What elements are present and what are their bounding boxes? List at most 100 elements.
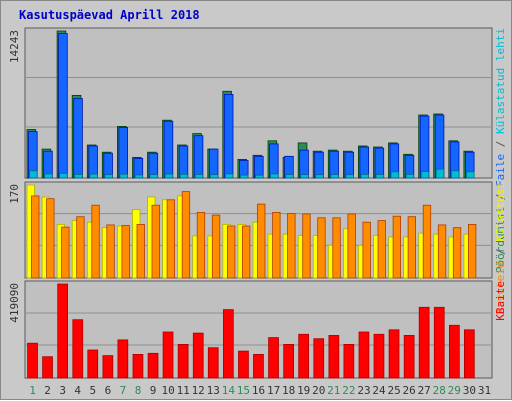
bar-top-k-lastatud-lehti-day-19 [300, 174, 309, 179]
bar-mid-arvuteid-day-9 [151, 204, 160, 279]
bar-top-k-lastatud-lehti-day-15 [239, 174, 249, 179]
bar-top-faile-day-5 [88, 145, 98, 179]
bar-top-faile-day-13 [208, 148, 219, 179]
x-tick-label-day-10: 10 [161, 384, 174, 397]
x-tick-label-day-19: 19 [297, 384, 310, 397]
bar-top-faile-day-10 [163, 120, 174, 179]
bar-top-k-lastatud-lehti-day-20 [315, 174, 324, 179]
x-tick-label-day-26: 26 [402, 384, 415, 397]
bar-top-k-lastatud-lehti-day-11 [179, 173, 189, 179]
bar-top-k-lastatud-lehti-day-4 [74, 173, 83, 179]
bar-bot-kbaite-day-25 [388, 329, 400, 379]
bar-top-faile-day-24 [374, 147, 385, 179]
bar-mid-arvuteid-day-27 [422, 204, 432, 279]
x-tick-label-day-20: 20 [312, 384, 325, 397]
side-legend-part-top-3: / [494, 134, 507, 154]
x-tick-label-day-14: 14 [222, 384, 236, 397]
bar-mid-arvuteid-day-17 [272, 211, 281, 279]
bar-bot-kbaite-day-21 [328, 334, 340, 379]
bar-bot-kbaite-day-27 [418, 306, 430, 379]
y-max-label-bot: 419090 [8, 283, 21, 323]
bar-top-k-lastatud-lehti-day-6 [104, 174, 113, 179]
bar-top-k-lastatud-lehti-day-10 [164, 173, 174, 179]
side-legend-mid: Arvuteid / Külastusi [494, 182, 507, 314]
x-tick-label-day-2: 2 [44, 384, 51, 397]
x-tick-label-day-21: 21 [327, 384, 340, 397]
x-tick-label-day-27: 27 [418, 384, 431, 397]
x-tick-label-day-28: 28 [433, 384, 446, 397]
bar-bot-kbaite-day-9 [147, 352, 159, 379]
side-legend-part-top-4: Külastatud lehti [494, 28, 507, 134]
bar-top-k-lastatud-lehti-day-27 [420, 171, 430, 179]
bar-bot-kbaite-day-15 [238, 350, 249, 379]
bar-bot-kbaite-day-16 [253, 353, 264, 379]
bar-top-k-lastatud-lehti-day-13 [209, 174, 219, 179]
bar-top-k-lastatud-lehti-day-3 [59, 172, 68, 179]
bar-mid-arvuteid-day-19 [302, 213, 311, 279]
bar-top-faile-day-20 [314, 151, 324, 179]
bar-top-faile-day-3 [58, 33, 68, 179]
bar-top-k-lastatud-lehti-day-9 [149, 174, 159, 179]
bar-mid-arvuteid-day-29 [452, 227, 462, 279]
bar-top-k-lastatud-lehti-day-5 [89, 173, 98, 179]
x-tick-label-day-30: 30 [463, 384, 476, 397]
bar-top-k-lastatud-lehti-day-12 [194, 174, 204, 179]
bar-mid-arvuteid-day-23 [362, 221, 371, 279]
side-legend-part-bot-0: KBaite [494, 281, 507, 321]
bar-bot-kbaite-day-13 [207, 347, 219, 379]
bar-mid-arvuteid-day-6 [106, 224, 115, 279]
bar-mid-arvuteid-day-14 [226, 225, 236, 279]
x-tick-label-day-24: 24 [372, 384, 386, 397]
bar-bot-kbaite-day-4 [72, 319, 84, 379]
side-legend-part-top-2: Faile [494, 154, 507, 187]
x-tick-label-day-9: 9 [150, 384, 157, 397]
bar-bot-kbaite-day-12 [192, 332, 204, 379]
side-legend-top: Pöördumisi / Faile / Külastatud lehti [494, 28, 507, 273]
bar-bot-kbaite-day-11 [177, 343, 189, 379]
bar-bot-kbaite-day-7 [117, 339, 129, 379]
panel-bot: 419090 KBaite [8, 280, 507, 379]
x-tick-label-day-8: 8 [135, 384, 142, 397]
bar-mid-arvuteid-day-18 [287, 212, 296, 279]
panel-top: 14243 Pöördumisi / Faile / Külastatud leh… [8, 27, 507, 273]
x-tick-label-day-18: 18 [282, 384, 295, 397]
x-tick-label-day-15: 15 [237, 384, 250, 397]
bar-mid-arvuteid-day-3 [61, 226, 70, 279]
bar-mid-arvuteid-day-22 [347, 213, 356, 279]
x-tick-label-day-23: 23 [357, 384, 370, 397]
bar-top-k-lastatud-lehti-day-1 [29, 170, 38, 179]
bar-mid-arvuteid-day-2 [46, 198, 55, 279]
bar-top-faile-day-22 [344, 151, 354, 179]
bar-top-k-lastatud-lehti-day-29 [450, 170, 460, 179]
bar-top-faile-day-21 [329, 150, 339, 179]
bar-bot-kbaite-day-1 [27, 342, 38, 379]
bar-mid-arvuteid-day-15 [241, 225, 251, 279]
x-tick-label-day-11: 11 [177, 384, 190, 397]
bar-top-k-lastatud-lehti-day-7 [119, 173, 129, 179]
bar-bot-kbaite-day-17 [268, 337, 279, 379]
bar-top-faile-day-7 [118, 127, 129, 179]
x-tick-label-day-4: 4 [74, 384, 81, 397]
bar-top-faile-day-16 [254, 155, 264, 179]
x-tick-label-day-5: 5 [89, 384, 96, 397]
bar-top-faile-day-4 [73, 98, 83, 179]
bar-top-faile-day-27 [419, 115, 430, 179]
x-tick-label-day-1: 1 [29, 384, 36, 397]
chart-title: Kasutuspäevad Aprill 2018 [19, 8, 200, 22]
bar-bot-kbaite-day-29 [448, 324, 460, 379]
bar-top-k-lastatud-lehti-day-16 [255, 174, 264, 179]
bar-top-k-lastatud-lehti-day-26 [405, 173, 415, 179]
bar-bot-kbaite-day-20 [313, 338, 325, 379]
x-tick-label-day-3: 3 [59, 384, 66, 397]
bar-mid-arvuteid-day-16 [257, 203, 266, 279]
bar-mid-arvuteid-day-11 [181, 191, 191, 279]
bar-bot-kbaite-day-26 [403, 334, 415, 379]
bar-bot-kbaite-day-19 [298, 333, 310, 379]
bar-bot-kbaite-day-8 [132, 353, 144, 379]
bar-mid-arvuteid-day-4 [76, 216, 85, 279]
bar-bot-kbaite-day-5 [87, 349, 99, 379]
side-legend-part-mid-0: Arvuteid [494, 261, 507, 314]
y-max-label-mid: 170 [8, 184, 21, 204]
bar-mid-arvuteid-day-30 [467, 223, 477, 279]
